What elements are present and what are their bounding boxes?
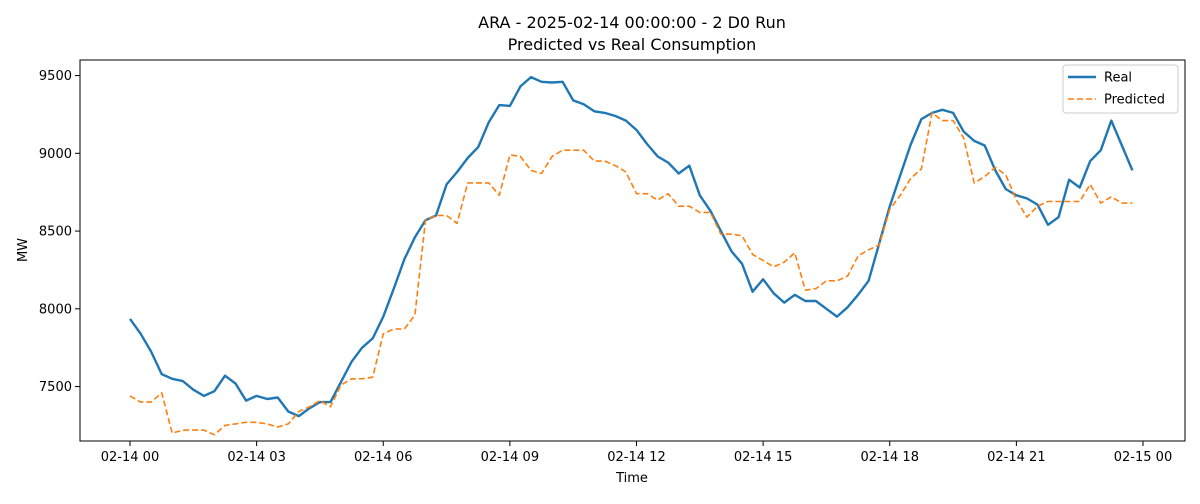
axes: 02-14 00 02-14 03 02-14 06 02-14 09 02-14 12…	[39, 59, 1186, 465]
y-tick-label: 8500	[39, 225, 72, 240]
x-tick-label: 02-15 00	[1114, 450, 1172, 465]
x-tick-label: 02-14 03	[227, 450, 285, 465]
series-line-predicted	[129, 112, 1133, 436]
x-tick-label: 02-14 21	[987, 450, 1045, 465]
x-tick-label: 02-14 09	[481, 450, 539, 465]
series-line-real	[129, 75, 1134, 418]
x-axis-label: Time	[615, 471, 648, 486]
x-tick-label: 02-14 15	[734, 450, 792, 465]
x-tick-label: 02-14 12	[607, 450, 665, 465]
y-axis-label: MW	[16, 238, 31, 262]
x-tick-label: 02-14 00	[101, 450, 159, 465]
x-tick-label: 02-14 06	[354, 450, 412, 465]
legend-label-predicted: Predicted	[1104, 93, 1165, 108]
plot-frame	[79, 59, 1186, 442]
chart-title: ARA - 2025-02-14 00:00:00 - 2 D0 Run	[478, 13, 786, 32]
legend-label-real: Real	[1104, 71, 1132, 86]
legend: Real Predicted	[1062, 64, 1179, 114]
y-tick-label: 7500	[39, 380, 72, 395]
y-tick-label: 8000	[39, 302, 72, 317]
y-tick-label: 9500	[39, 69, 72, 84]
y-tick-label: 9000	[39, 147, 72, 162]
x-tick-label: 02-14 18	[861, 450, 919, 465]
chart-subtitle: Predicted vs Real Consumption	[508, 35, 757, 54]
plot-area	[129, 75, 1134, 436]
